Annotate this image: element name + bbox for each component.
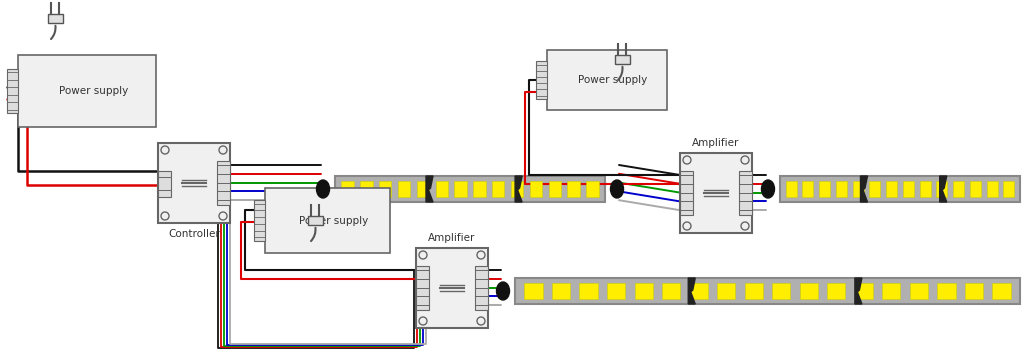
Bar (435, 181, 448, 197)
Bar (919, 181, 930, 197)
Bar (547, 50, 667, 110)
Bar (614, 55, 630, 64)
Text: Controller: Controller (168, 229, 220, 239)
Bar (510, 181, 524, 197)
Bar (217, 161, 230, 205)
Bar (745, 283, 763, 299)
Bar (417, 181, 429, 197)
Bar (158, 143, 230, 223)
Polygon shape (516, 176, 522, 202)
Bar (454, 181, 467, 197)
Bar (586, 181, 599, 197)
Bar (492, 181, 504, 197)
Polygon shape (940, 176, 947, 202)
Bar (335, 176, 605, 202)
Bar (680, 171, 693, 215)
Bar (903, 181, 914, 197)
Bar (341, 181, 354, 197)
Bar (870, 181, 880, 197)
Bar (530, 181, 542, 197)
Bar (265, 188, 390, 253)
Bar (579, 283, 598, 299)
Bar (1003, 181, 1015, 197)
Bar (379, 181, 391, 197)
Bar (937, 181, 947, 197)
Bar (18, 55, 156, 127)
Bar (525, 283, 542, 299)
Text: Power supply: Power supply (299, 216, 369, 226)
Bar (416, 266, 429, 310)
Bar (476, 266, 488, 310)
Bar (567, 181, 580, 197)
Ellipse shape (761, 180, 774, 198)
Bar (953, 181, 964, 197)
Polygon shape (426, 176, 433, 202)
Text: Power supply: Power supply (578, 75, 648, 85)
Bar (992, 283, 1011, 299)
Bar (551, 283, 570, 299)
Bar (828, 283, 845, 299)
Polygon shape (861, 176, 868, 202)
Bar (938, 283, 955, 299)
Bar (360, 181, 373, 197)
Bar (536, 61, 547, 99)
Bar (969, 181, 981, 197)
Bar (987, 181, 997, 197)
Bar (607, 283, 625, 299)
Bar (786, 181, 797, 197)
Polygon shape (854, 278, 862, 304)
Polygon shape (688, 278, 695, 304)
Bar (397, 181, 411, 197)
Ellipse shape (316, 180, 330, 198)
Bar (779, 176, 1020, 202)
Bar (910, 283, 928, 299)
Bar (689, 283, 708, 299)
Bar (47, 14, 63, 23)
Text: Power supply: Power supply (60, 86, 128, 96)
Bar (836, 181, 847, 197)
Bar (800, 283, 817, 299)
Bar (886, 181, 898, 197)
Text: Amplifier: Amplifier (692, 138, 739, 148)
Bar (158, 171, 172, 197)
Bar (635, 283, 652, 299)
Bar (662, 283, 680, 299)
Bar (802, 181, 813, 197)
Bar (772, 283, 791, 299)
Bar (254, 200, 265, 241)
Bar (717, 283, 735, 299)
Bar (854, 283, 873, 299)
Bar (680, 153, 752, 233)
Bar (473, 181, 486, 197)
Bar (548, 181, 561, 197)
Text: Amplifier: Amplifier (428, 233, 476, 243)
Bar (820, 181, 830, 197)
Bar (882, 283, 901, 299)
Bar (515, 278, 1020, 304)
Bar (965, 283, 983, 299)
Ellipse shape (610, 180, 623, 198)
Bar (852, 181, 864, 197)
Bar (7, 69, 18, 113)
Bar (307, 216, 322, 225)
Ellipse shape (496, 282, 509, 300)
Bar (416, 248, 488, 328)
Bar (739, 171, 752, 215)
